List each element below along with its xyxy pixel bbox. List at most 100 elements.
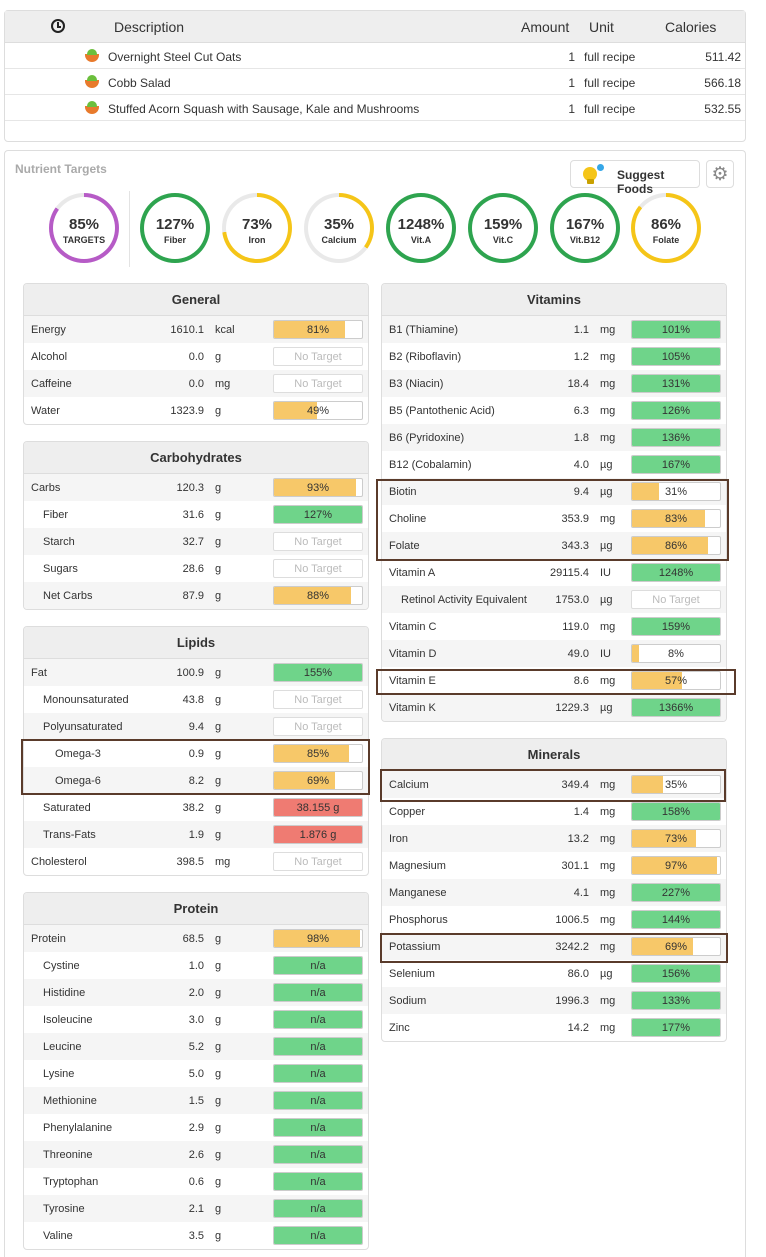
nutrient-row-vitamin-c[interactable]: Vitamin C 119.0 mg 159% bbox=[382, 613, 726, 640]
nutrient-row-calcium[interactable]: Calcium 349.4 mg 35% bbox=[382, 771, 726, 798]
target-ring-calcium[interactable]: 35% Calcium bbox=[304, 193, 374, 263]
nutrient-row-carbs[interactable]: Carbs 120.3 g 93% bbox=[24, 474, 368, 501]
nutrient-row-biotin[interactable]: Biotin 9.4 µg 31% bbox=[382, 478, 726, 505]
nutrient-row-manganese[interactable]: Manganese 4.1 mg 227% bbox=[382, 879, 726, 906]
nutrient-row-protein[interactable]: Protein 68.5 g 98% bbox=[24, 925, 368, 952]
diary-row-name[interactable]: Cobb Salad bbox=[108, 76, 171, 90]
nutrient-row-b1-thiamine-[interactable]: B1 (Thiamine) 1.1 mg 101% bbox=[382, 316, 726, 343]
target-ring-targets[interactable]: 85% TARGETS bbox=[49, 193, 119, 263]
nutrient-row-omega-6[interactable]: Omega-6 8.2 g 69% bbox=[24, 767, 368, 794]
nutrient-row-alcohol[interactable]: Alcohol 0.0 g No Target bbox=[24, 343, 368, 370]
nutrient-row-zinc[interactable]: Zinc 14.2 mg 177% bbox=[382, 1014, 726, 1041]
nutrient-unit: IU bbox=[600, 567, 611, 579]
nutrient-row-vitamin-d[interactable]: Vitamin D 49.0 IU 8% bbox=[382, 640, 726, 667]
diary-row[interactable]: Overnight Steel Cut Oats 1 full recipe 511.… bbox=[5, 43, 745, 69]
nutrient-progress-bar: 98% bbox=[273, 929, 363, 948]
nutrient-row-net-carbs[interactable]: Net Carbs 87.9 g 88% bbox=[24, 582, 368, 609]
nutrient-row-methionine[interactable]: Methionine 1.5 g n/a bbox=[24, 1087, 368, 1114]
nutrient-row-trans-fats[interactable]: Trans-Fats 1.9 g 1.876 g bbox=[24, 821, 368, 848]
target-ring-vit-a[interactable]: 1248% Vit.A bbox=[386, 193, 456, 263]
header-description[interactable]: Description bbox=[114, 19, 185, 35]
nutrient-row-phosphorus[interactable]: Phosphorus 1006.5 mg 144% bbox=[382, 906, 726, 933]
nutrient-row-cystine[interactable]: Cystine 1.0 g n/a bbox=[24, 952, 368, 979]
nutrient-row-retinol-activity-equivalent[interactable]: Retinol Activity Equivalent 1753.0 µg No Ta… bbox=[382, 586, 726, 613]
ring-value: 127% bbox=[155, 216, 195, 233]
progress-fill bbox=[632, 645, 640, 662]
nutrient-name: Copper bbox=[389, 806, 426, 818]
diary-row[interactable]: Cobb Salad 1 full recipe 566.18 bbox=[5, 69, 745, 95]
nutrient-row-b5-pantothenic-acid-[interactable]: B5 (Pantothenic Acid) 6.3 mg 126% bbox=[382, 397, 726, 424]
nutrient-row-tyrosine[interactable]: Tyrosine 2.1 g n/a bbox=[24, 1195, 368, 1222]
diary-row[interactable]: Stuffed Acorn Squash with Sausage, Kale … bbox=[5, 95, 745, 121]
nutrient-value: 49.0 bbox=[567, 648, 589, 660]
diary-row-name[interactable]: Stuffed Acorn Squash with Sausage, Kale … bbox=[108, 102, 420, 116]
progress-fill bbox=[632, 672, 683, 689]
progress-fill bbox=[632, 375, 720, 392]
diary-row-calories: 511.42 bbox=[705, 50, 741, 64]
header-unit[interactable]: Unit bbox=[589, 19, 614, 35]
target-ring-fiber[interactable]: 127% Fiber bbox=[140, 193, 210, 263]
nutrient-row-vitamin-a[interactable]: Vitamin A 29115.4 IU 1248% bbox=[382, 559, 726, 586]
nutrient-row-isoleucine[interactable]: Isoleucine 3.0 g n/a bbox=[24, 1006, 368, 1033]
nutrient-value: 1229.3 bbox=[555, 702, 589, 714]
nutrient-row-starch[interactable]: Starch 32.7 g No Target bbox=[24, 528, 368, 555]
nutrient-row-monounsaturated[interactable]: Monounsaturated 43.8 g No Target bbox=[24, 686, 368, 713]
nutrient-row-saturated[interactable]: Saturated 38.2 g 38.155 g bbox=[24, 794, 368, 821]
nutrient-unit: µg bbox=[600, 540, 613, 552]
nutrient-row-cholesterol[interactable]: Cholesterol 398.5 mg No Target bbox=[24, 848, 368, 875]
nutrient-row-caffeine[interactable]: Caffeine 0.0 mg No Target bbox=[24, 370, 368, 397]
target-ring-folate[interactable]: 86% Folate bbox=[631, 193, 701, 263]
vitamins-panel: Vitamins B1 (Thiamine) 1.1 mg 101% B2 (Ribofl… bbox=[381, 283, 727, 722]
nutrient-row-tryptophan[interactable]: Tryptophan 0.6 g n/a bbox=[24, 1168, 368, 1195]
nutrient-value: 2.6 bbox=[188, 1149, 204, 1161]
header-amount[interactable]: Amount bbox=[521, 19, 570, 35]
nutrient-name: Leucine bbox=[43, 1041, 82, 1053]
nutrient-row-vitamin-k[interactable]: Vitamin K 1229.3 µg 1366% bbox=[382, 694, 726, 721]
nutrient-row-folate[interactable]: Folate 343.3 µg 86% bbox=[382, 532, 726, 559]
progress-label: n/a bbox=[310, 960, 326, 972]
target-ring-iron[interactable]: 73% Iron bbox=[222, 193, 292, 263]
nutrient-row-potassium[interactable]: Potassium 3242.2 mg 69% bbox=[382, 933, 726, 960]
nutrient-row-water[interactable]: Water 1323.9 g 49% bbox=[24, 397, 368, 424]
protein-panel: Protein Protein 68.5 g 98% Cystine 1.0 g n/a Hist… bbox=[23, 892, 369, 1250]
nutrient-row-omega-3[interactable]: Omega-3 0.9 g 85% bbox=[24, 740, 368, 767]
nutrient-row-choline[interactable]: Choline 353.9 mg 83% bbox=[382, 505, 726, 532]
nutrient-row-iron[interactable]: Iron 13.2 mg 73% bbox=[382, 825, 726, 852]
target-ring-vit-c[interactable]: 159% Vit.C bbox=[468, 193, 538, 263]
nutrient-row-vitamin-e[interactable]: Vitamin E 8.6 mg 57% bbox=[382, 667, 726, 694]
nutrient-row-copper[interactable]: Copper 1.4 mg 158% bbox=[382, 798, 726, 825]
nutrient-row-phenylalanine[interactable]: Phenylalanine 2.9 g n/a bbox=[24, 1114, 368, 1141]
nutrient-row-polyunsaturated[interactable]: Polyunsaturated 9.4 g No Target bbox=[24, 713, 368, 740]
progress-label: n/a bbox=[310, 1149, 326, 1161]
nutrient-row-b2-riboflavin-[interactable]: B2 (Riboflavin) 1.2 mg 105% bbox=[382, 343, 726, 370]
nutrient-row-sodium[interactable]: Sodium 1996.3 mg 133% bbox=[382, 987, 726, 1014]
target-ring-vit-b12[interactable]: 167% Vit.B12 bbox=[550, 193, 620, 263]
nutrient-row-fat[interactable]: Fat 100.9 g 155% bbox=[24, 659, 368, 686]
progress-fill bbox=[632, 321, 720, 338]
nutrient-row-lysine[interactable]: Lysine 5.0 g n/a bbox=[24, 1060, 368, 1087]
food-diary: Description Amount Unit Calories Overnig… bbox=[4, 10, 746, 142]
nutrient-row-b3-niacin-[interactable]: B3 (Niacin) 18.4 mg 131% bbox=[382, 370, 726, 397]
nutrient-row-energy[interactable]: Energy 1610.1 kcal 81% bbox=[24, 316, 368, 343]
nutrient-value: 0.0 bbox=[188, 351, 204, 363]
nutrient-row-selenium[interactable]: Selenium 86.0 µg 156% bbox=[382, 960, 726, 987]
header-calories[interactable]: Calories bbox=[665, 19, 717, 35]
diary-row-name[interactable]: Overnight Steel Cut Oats bbox=[108, 50, 242, 64]
nutrient-row-leucine[interactable]: Leucine 5.2 g n/a bbox=[24, 1033, 368, 1060]
nutrient-row-fiber[interactable]: Fiber 31.6 g 127% bbox=[24, 501, 368, 528]
nutrient-row-b12-cobalamin-[interactable]: B12 (Cobalamin) 4.0 µg 167% bbox=[382, 451, 726, 478]
nutrient-row-b6-pyridoxine-[interactable]: B6 (Pyridoxine) 1.8 mg 136% bbox=[382, 424, 726, 451]
suggest-foods-button[interactable]: Suggest Foods bbox=[570, 160, 700, 196]
progress-fill bbox=[274, 826, 362, 843]
nutrient-row-sugars[interactable]: Sugars 28.6 g No Target bbox=[24, 555, 368, 582]
clock-icon[interactable] bbox=[51, 19, 65, 33]
nutrient-row-threonine[interactable]: Threonine 2.6 g n/a bbox=[24, 1141, 368, 1168]
nutrient-unit: g bbox=[215, 987, 222, 999]
nutrient-row-histidine[interactable]: Histidine 2.0 g n/a bbox=[24, 979, 368, 1006]
nutrient-row-valine[interactable]: Valine 3.5 g n/a bbox=[24, 1222, 368, 1249]
gear-icon[interactable]: ⚙ bbox=[706, 160, 734, 188]
nutrient-row-magnesium[interactable]: Magnesium 301.1 mg 97% bbox=[382, 852, 726, 879]
progress-label: 159% bbox=[661, 621, 691, 633]
progress-label: No Target bbox=[294, 721, 342, 733]
nutrient-value: 1.8 bbox=[573, 432, 589, 444]
